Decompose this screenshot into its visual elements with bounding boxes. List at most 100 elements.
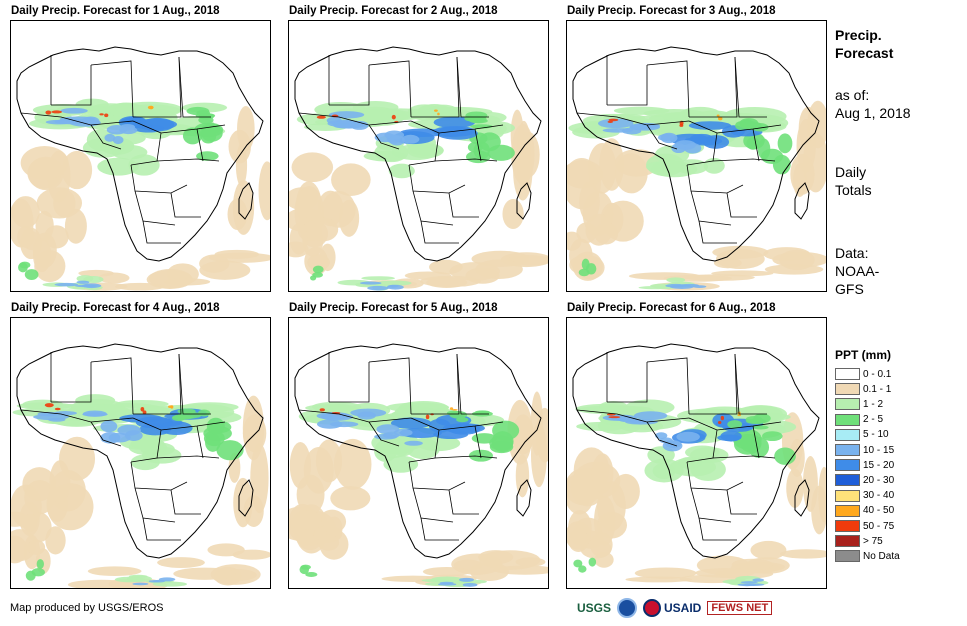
rain-patch	[142, 410, 147, 415]
rain-patch	[629, 123, 649, 131]
rain-patch	[585, 213, 613, 246]
rain-patch	[588, 557, 597, 567]
madagascar-outline	[794, 182, 810, 220]
rain-patch	[530, 422, 547, 488]
country-border	[420, 220, 459, 244]
rain-patch	[157, 557, 205, 569]
legend-item: 40 - 50	[835, 504, 894, 519]
country-border	[686, 461, 744, 491]
rain-patch	[456, 417, 469, 423]
rain-patch	[573, 559, 583, 568]
legend-title: PPT (mm)	[835, 348, 892, 362]
rain-patch	[745, 416, 763, 424]
rain-patch	[351, 108, 413, 122]
rain-patch	[320, 413, 354, 421]
legend-label: 50 - 75	[863, 520, 895, 532]
rain-patch	[762, 431, 783, 442]
totals-line-2: Totals	[835, 182, 872, 198]
rain-patch	[82, 412, 108, 417]
legend-item: 20 - 30	[835, 474, 894, 488]
data-line-3: GFS	[835, 281, 864, 297]
rain-patch	[671, 143, 687, 154]
rain-patch	[590, 532, 613, 558]
rain-patch	[727, 420, 743, 429]
rain-patch	[740, 581, 758, 584]
precip-layer	[289, 391, 548, 588]
rain-patch	[152, 579, 166, 583]
rain-patch	[330, 486, 371, 511]
country-border	[134, 487, 176, 523]
legend-label: No Data	[863, 550, 900, 562]
panel-title: Daily Precip. Forecast for 2 Aug., 2018	[289, 5, 498, 17]
country-border	[20, 112, 134, 126]
country-border	[576, 409, 690, 423]
rain-patch	[786, 468, 804, 509]
country-border	[607, 65, 648, 106]
country-border	[410, 120, 504, 134]
country-border	[411, 353, 460, 415]
country-border	[712, 158, 776, 162]
rain-patch	[666, 277, 686, 283]
rain-patch	[54, 407, 61, 411]
legend-label: 5 - 10	[863, 429, 889, 441]
rain-patch	[515, 454, 530, 498]
rain-patch	[359, 281, 382, 285]
country-border	[689, 56, 738, 118]
rain-patch	[17, 225, 35, 248]
rain-patch	[326, 516, 343, 541]
precip-map	[288, 317, 549, 589]
rain-patch	[436, 127, 478, 140]
legend-label: 0 - 0.1	[863, 368, 892, 380]
africa-map-svg	[289, 343, 548, 588]
rain-patch	[652, 160, 685, 173]
rain-patch	[291, 152, 334, 183]
forecast-panel-5: Daily Precip. Forecast for 5 Aug., 2018	[288, 302, 558, 592]
forecast-panel-3: Daily Precip. Forecast for 3 Aug., 2018	[566, 5, 836, 295]
rain-patch	[438, 583, 457, 586]
legend-item: > 75	[835, 535, 883, 549]
rain-patch	[607, 120, 614, 124]
legend-swatch	[835, 428, 860, 441]
rain-patch	[452, 408, 458, 411]
country-border	[690, 190, 732, 226]
forecast-panel-1: Daily Precip. Forecast for 1 Aug., 2018	[10, 5, 280, 295]
legend-item: 5 - 10	[835, 428, 889, 443]
rain-patch	[64, 208, 87, 244]
rain-patch	[206, 417, 225, 435]
rain-patch	[374, 142, 409, 163]
rain-patch	[731, 558, 773, 571]
rain-patch	[469, 118, 488, 124]
rain-patch	[422, 566, 471, 577]
rain-patch	[774, 447, 796, 465]
forecast-heading: Precip. Forecast	[835, 26, 893, 62]
rain-patch	[515, 557, 546, 567]
country-border	[132, 417, 226, 431]
rain-patch	[124, 430, 143, 441]
country-border	[690, 487, 732, 523]
country-border	[434, 158, 498, 162]
rain-patch	[214, 249, 260, 259]
rain-patch	[83, 275, 104, 283]
rain-patch	[319, 243, 336, 272]
rain-patch	[502, 198, 524, 230]
country-border	[90, 124, 122, 150]
rain-patch	[316, 419, 343, 429]
rain-patch	[243, 495, 264, 527]
rain-patch	[717, 420, 722, 425]
rain-patch	[115, 399, 169, 409]
country-border	[698, 220, 737, 244]
rain-patch	[425, 414, 430, 420]
data-source-block: Data: NOAA- GFS	[835, 244, 879, 298]
rain-patch	[33, 413, 69, 421]
country-border	[368, 357, 412, 415]
rain-patch	[598, 401, 628, 413]
rain-patch	[669, 457, 717, 477]
rain-patch	[608, 118, 619, 122]
rain-patch	[338, 199, 360, 237]
country-border	[712, 455, 776, 459]
rain-patch	[614, 153, 648, 194]
rain-patch	[818, 466, 826, 523]
panel-title: Daily Precip. Forecast for 5 Aug., 2018	[289, 302, 498, 314]
rain-patch	[289, 442, 311, 489]
rain-patch	[292, 510, 322, 530]
